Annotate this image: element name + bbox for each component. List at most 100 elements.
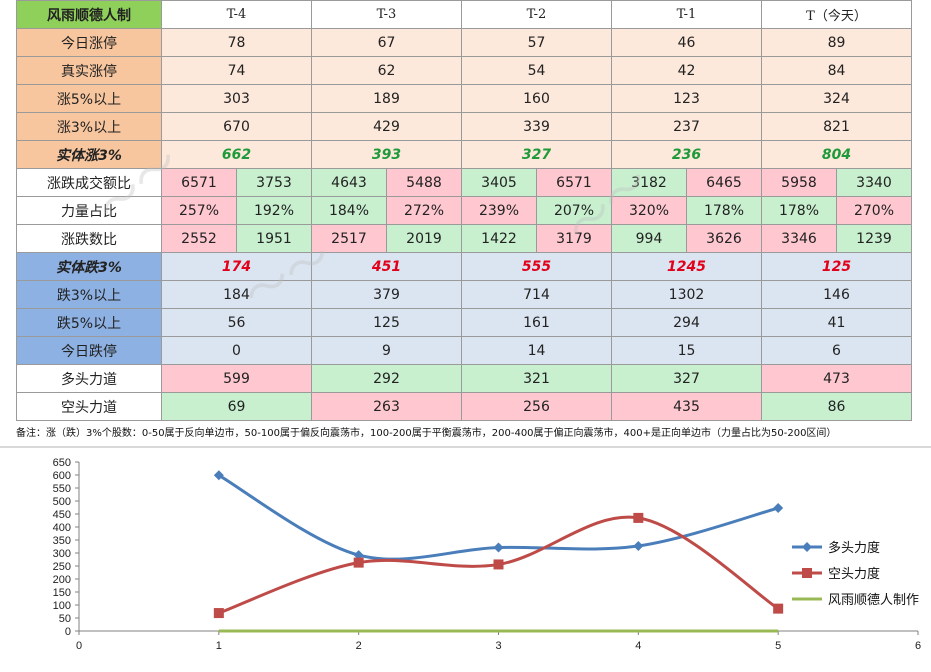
table-cell: 84 xyxy=(761,56,912,85)
table-cell: 321 xyxy=(461,364,612,393)
row-label: 跌3%以上 xyxy=(16,280,162,309)
col-header: T-3 xyxy=(311,0,462,29)
table-cell: 15 xyxy=(611,336,762,365)
table-row: 实体跌3% 174 451 555 1245 125 xyxy=(16,252,912,281)
table-cell: 57 xyxy=(461,28,612,57)
y-tick-label: 200 xyxy=(53,574,71,586)
table-cell: 41 xyxy=(761,308,912,337)
table-cell: 327 xyxy=(461,140,612,169)
table-row: 今日跌停 0 9 14 15 6 xyxy=(16,336,912,365)
table-cell: 56 xyxy=(161,308,312,337)
table-cell: 125 xyxy=(311,308,462,337)
header-row: 风雨顺德人制 T-4 T-3 T-2 T-1 T（今天） xyxy=(16,0,912,29)
table-cell: 14 xyxy=(461,336,612,365)
table-row: 涨跌成交额比 6571 3753 4643 5488 3405 6571 318… xyxy=(16,168,912,197)
row-label: 今日跌停 xyxy=(16,336,162,365)
row-label: 涨跌数比 xyxy=(16,224,162,253)
data-point xyxy=(773,603,784,614)
table-cell: 78 xyxy=(161,28,312,57)
table-cell: 207% xyxy=(536,196,612,225)
row-label: 涨跌成交额比 xyxy=(16,168,162,197)
row-label: 涨3%以上 xyxy=(16,112,162,141)
table-cell: 54 xyxy=(461,56,612,85)
y-tick-label: 550 xyxy=(53,483,71,495)
table-cell: 5958 xyxy=(761,168,837,197)
table-cell: 2552 xyxy=(161,224,237,253)
table-row: 空头力道 69 263 256 435 86 xyxy=(16,392,912,421)
table-cell: 237 xyxy=(611,112,762,141)
table-cell: 3179 xyxy=(536,224,612,253)
row-label: 涨5%以上 xyxy=(16,84,162,113)
data-point xyxy=(773,503,784,514)
table-cell: 804 xyxy=(761,140,912,169)
x-tick-label: 1 xyxy=(216,640,222,652)
table-cell: 42 xyxy=(611,56,762,85)
table-cell: 662 xyxy=(161,140,312,169)
table-cell: 473 xyxy=(761,364,912,393)
y-tick-label: 450 xyxy=(53,509,71,521)
table-row: 跌3%以上 184 379 714 1302 146 xyxy=(16,280,912,309)
table-cell: 714 xyxy=(461,280,612,309)
table-cell: 3346 xyxy=(761,224,837,253)
chart-series xyxy=(213,470,784,633)
table-cell: 0 xyxy=(161,336,312,365)
row-label: 空头力道 xyxy=(16,392,162,421)
table-cell: 393 xyxy=(311,140,462,169)
legend-label: 风雨顺德人制作 xyxy=(828,593,919,608)
row-label: 今日涨停 xyxy=(16,28,162,57)
data-point xyxy=(353,557,364,568)
table-cell: 178% xyxy=(761,196,837,225)
y-tick-label: 650 xyxy=(53,457,71,469)
table-row: 涨跌数比 2552 1951 2517 2019 1422 3179 994 3… xyxy=(16,224,912,253)
table-cell: 6 xyxy=(761,336,912,365)
row-label: 实体涨3% xyxy=(16,140,162,169)
data-point xyxy=(353,550,364,561)
table-cell: 303 xyxy=(161,84,312,113)
table-cell: 451 xyxy=(311,252,462,281)
table-row: 力量占比 257% 192% 184% 272% 239% 207% 320% … xyxy=(16,196,912,225)
table-cell: 192% xyxy=(236,196,312,225)
remark-note: 备注：涨（跌）3%个股数：0-50属于反向单边市，50-100属于偏反向震荡市，… xyxy=(16,428,837,439)
table-cell: 292 xyxy=(311,364,462,393)
table-cell: 3405 xyxy=(461,168,537,197)
data-point xyxy=(493,542,504,553)
table-cell: 670 xyxy=(161,112,312,141)
table-cell: 821 xyxy=(761,112,912,141)
y-tick-label: 600 xyxy=(53,470,71,482)
table-cell: 1302 xyxy=(611,280,762,309)
y-tick-label: 250 xyxy=(53,561,71,573)
table-cell: 62 xyxy=(311,56,462,85)
y-tick-label: 150 xyxy=(53,587,71,599)
legend-label: 多头力度 xyxy=(828,540,880,556)
table-cell: 3340 xyxy=(836,168,912,197)
table-cell: 2019 xyxy=(386,224,462,253)
table-cell: 3182 xyxy=(611,168,687,197)
table-cell: 239% xyxy=(461,196,537,225)
table-cell: 294 xyxy=(611,308,762,337)
table-cell: 1951 xyxy=(236,224,312,253)
table-cell: 6571 xyxy=(161,168,237,197)
table-cell: 994 xyxy=(611,224,687,253)
row-label: 多头力道 xyxy=(16,364,162,393)
x-tick-label: 0 xyxy=(76,640,82,652)
x-tick-label: 4 xyxy=(635,640,641,652)
table-cell: 1422 xyxy=(461,224,537,253)
table-cell: 146 xyxy=(761,280,912,309)
col-header: T-2 xyxy=(461,0,612,29)
table-cell: 123 xyxy=(611,84,762,113)
y-tick-label: 50 xyxy=(59,613,71,625)
table-cell: 3753 xyxy=(236,168,312,197)
x-tick-label: 3 xyxy=(495,640,501,652)
table-row: 涨5%以上 303 189 160 123 324 xyxy=(16,84,912,113)
table-cell: 89 xyxy=(761,28,912,57)
table-cell: 599 xyxy=(161,364,312,393)
table-cell: 67 xyxy=(311,28,462,57)
table-cell: 272% xyxy=(386,196,462,225)
table-cell: 86 xyxy=(761,392,912,421)
table-row: 跌5%以上 56 125 161 294 41 xyxy=(16,308,912,337)
table-cell: 435 xyxy=(611,392,762,421)
x-tick-label: 6 xyxy=(915,640,921,652)
table-cell: 5488 xyxy=(386,168,462,197)
table-row: 真实涨停 74 62 54 42 84 xyxy=(16,56,912,85)
